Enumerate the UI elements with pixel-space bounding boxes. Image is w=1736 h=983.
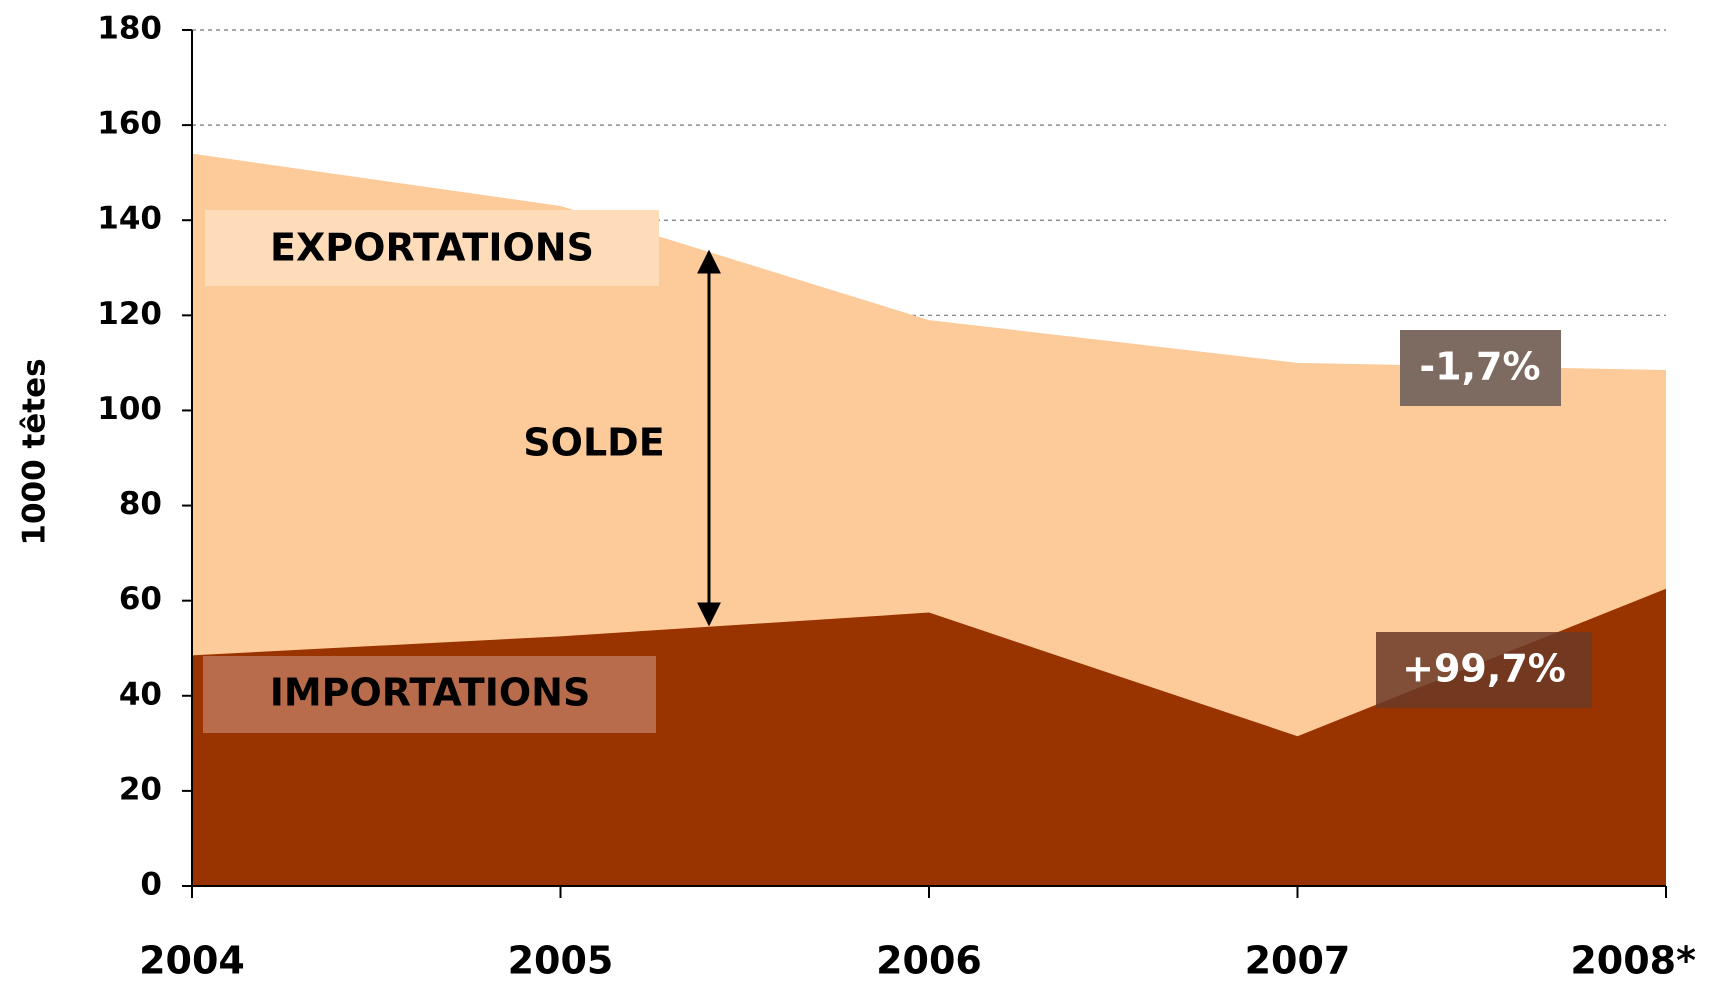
x-tick-label: 2004: [139, 939, 245, 983]
axes: 0 20 40 60 80 100 120 140 160 180 2004 2005 2006 2007…: [97, 11, 1696, 983]
x-tick-label: 2005: [508, 939, 614, 983]
y-tick-label: 100: [97, 391, 162, 427]
x-tick-label: 2008*: [1570, 939, 1696, 983]
y-tick-label: 140: [97, 201, 162, 237]
label-box: [203, 656, 656, 733]
annotation-box: [1400, 330, 1561, 406]
y-axis-label: 1000 têtes: [17, 358, 53, 545]
y-tick-label: 40: [119, 676, 162, 712]
y-tick-label: 180: [97, 11, 162, 47]
annotation: +99,7%: [1402, 647, 1566, 691]
y-tick-label: 20: [119, 771, 162, 807]
y-tick-label: 0: [140, 867, 162, 903]
x-tick-label: 2006: [876, 939, 982, 983]
x-tick-label: 2007: [1245, 939, 1351, 983]
series-label: EXPORTATIONS: [270, 226, 594, 270]
y-tick-label: 120: [97, 296, 162, 332]
annotation: -1,7%: [1419, 345, 1540, 389]
y-tick-label: 160: [97, 106, 162, 142]
y-tick-label: 80: [119, 486, 162, 522]
annotation: SOLDE: [523, 421, 664, 465]
annotation-box: [1376, 632, 1592, 708]
series-label: IMPORTATIONS: [270, 671, 591, 715]
label-box: [205, 210, 659, 286]
y-tick-label: 60: [119, 581, 162, 617]
